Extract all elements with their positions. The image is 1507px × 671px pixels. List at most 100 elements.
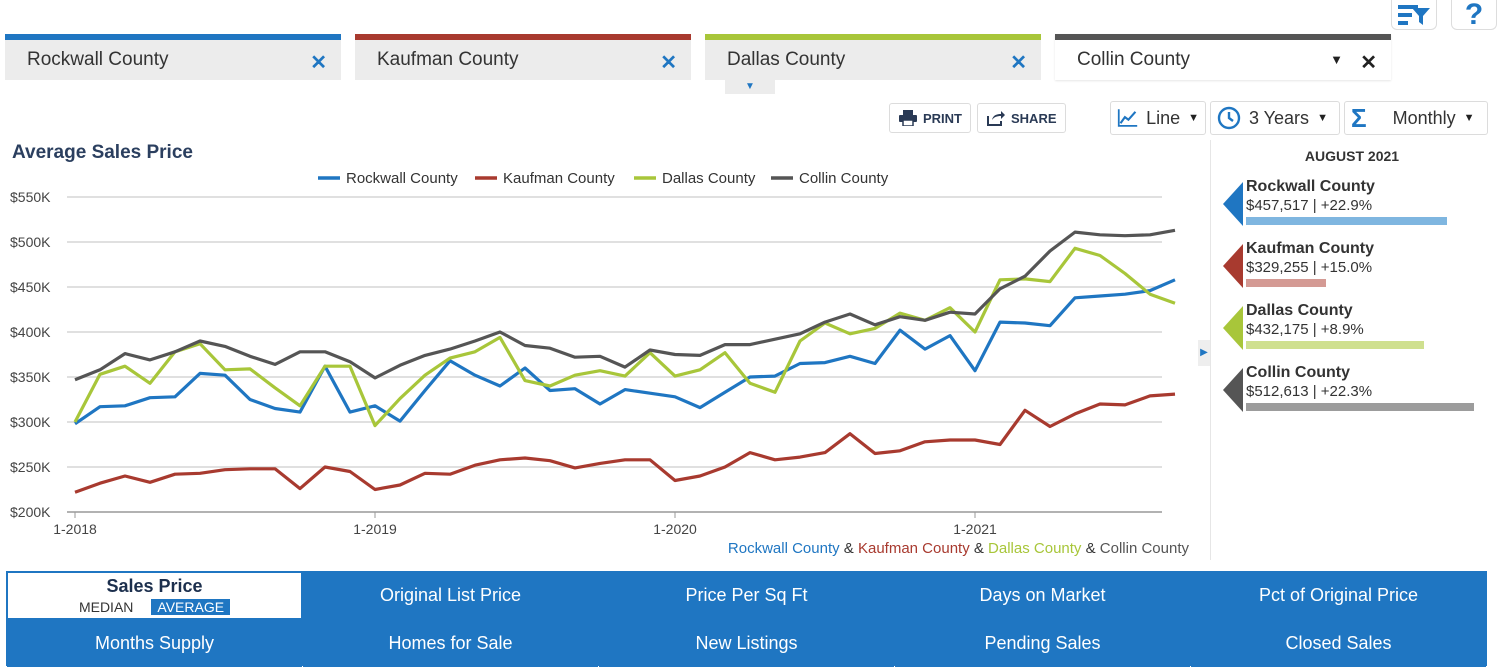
summary-value: $457,517 | +22.9%: [1246, 197, 1373, 214]
top-icons: ?: [1391, 0, 1497, 30]
marker-icon: [1223, 306, 1243, 350]
summary-name: Kaufman County: [1246, 240, 1374, 257]
series-line: [73, 246, 1176, 428]
chart-options: Line ▼ 3 Years ▼ Σ Monthly ▼: [1110, 101, 1488, 135]
credit-separator: &: [969, 540, 989, 557]
chart-type-select[interactable]: Line ▼: [1110, 101, 1206, 135]
expand-panel-button[interactable]: ▶: [1198, 340, 1210, 366]
legend-label: Kaufman County: [503, 170, 615, 187]
credit-rockwall: Rockwall County: [727, 540, 840, 557]
share-button[interactable]: SHARE: [977, 103, 1066, 133]
summary-name: Dallas County: [1246, 302, 1353, 319]
summary-value: $432,175 | +8.9%: [1246, 321, 1364, 338]
marker-icon: [1223, 244, 1243, 288]
tab-rockwall-county[interactable]: Rockwall County ✕: [5, 34, 341, 80]
x-tick-label: 1-2021: [953, 521, 997, 537]
credit-collin: Collin County: [1099, 540, 1189, 557]
chevron-down-icon[interactable]: ▼: [1330, 52, 1343, 67]
tab-dallas-county[interactable]: Dallas County ✕: [705, 34, 1041, 80]
summary-bar: [1246, 217, 1447, 225]
summary-bar: [1246, 341, 1424, 349]
y-tick-label: $300K: [10, 414, 51, 430]
metric-tabs: Sales Price MEDIAN AVERAGE Original List…: [6, 571, 1487, 667]
range-select[interactable]: 3 Years ▼: [1210, 101, 1340, 135]
series-line: [74, 392, 1176, 494]
line-chart: $200K $250K $300K $350K $400K $450K $500K $550K…: [10, 170, 1176, 537]
share-label: SHARE: [1011, 110, 1057, 126]
summary-item: Dallas County $432,175 | +8.9%: [1211, 302, 1493, 358]
y-tick-label: $500K: [10, 234, 51, 250]
metric-price-per-sq-ft[interactable]: Price Per Sq Ft: [599, 572, 894, 619]
credit-separator: &: [839, 540, 858, 557]
summary-item: Collin County $512,613 | +22.3%: [1211, 364, 1493, 420]
y-tick-label: $200K: [10, 504, 51, 520]
metric-original-list-price[interactable]: Original List Price: [303, 572, 598, 619]
print-label: PRINT: [923, 110, 962, 126]
chevron-down-icon: ▼: [1188, 112, 1199, 124]
legend-label: Dallas County: [662, 170, 756, 187]
close-icon[interactable]: ✕: [310, 52, 327, 74]
average-toggle[interactable]: AVERAGE: [151, 599, 231, 615]
chart-type-value: Line: [1146, 107, 1181, 128]
share-icon: [987, 111, 1005, 126]
chevron-down-icon: ▼: [1317, 112, 1328, 124]
help-icon[interactable]: ?: [1451, 0, 1497, 30]
marker-icon: [1223, 182, 1243, 226]
filter-icon[interactable]: [1391, 0, 1437, 30]
metric-homes-for-sale[interactable]: Homes for Sale: [303, 620, 598, 667]
metric-new-listings[interactable]: New Listings: [599, 620, 894, 667]
close-icon[interactable]: ✕: [660, 52, 677, 74]
print-button[interactable]: PRINT: [889, 103, 971, 133]
y-tick-label: $400K: [10, 324, 51, 340]
series-line: [74, 278, 1176, 426]
legend-label: Collin County: [799, 170, 889, 187]
metric-pending-sales[interactable]: Pending Sales: [895, 620, 1190, 667]
chart-credit: Rockwall County & Kaufman County & Dalla…: [728, 540, 1189, 557]
summary-bar: [1246, 403, 1474, 411]
line-chart-icon: [1117, 109, 1138, 127]
summary-item: Kaufman County $329,255 | +15.0%: [1211, 240, 1493, 296]
sigma-icon: Σ: [1351, 102, 1367, 133]
printer-icon: [899, 110, 917, 126]
interval-value: Monthly: [1392, 107, 1456, 128]
credit-kaufman: Kaufman County: [857, 540, 970, 557]
x-tick-label: 1-2020: [653, 521, 697, 537]
metric-pct-of-original-price[interactable]: Pct of Original Price: [1191, 572, 1486, 619]
y-tick-label: $550K: [10, 189, 51, 205]
metric-sales-price[interactable]: Sales Price MEDIAN AVERAGE: [7, 572, 302, 619]
close-icon[interactable]: ✕: [1360, 52, 1377, 74]
median-toggle[interactable]: MEDIAN: [78, 599, 134, 615]
y-tick-label: $450K: [10, 279, 51, 295]
chart-title: Average Sales Price: [12, 142, 193, 163]
summary-bar: [1246, 279, 1326, 287]
summary-name: Rockwall County: [1246, 178, 1375, 195]
credit-separator: &: [1081, 540, 1100, 557]
range-value: 3 Years: [1249, 107, 1310, 128]
metric-days-on-market[interactable]: Days on Market: [895, 572, 1190, 619]
collapse-tabs-button[interactable]: ▼: [725, 80, 775, 94]
tab-label: Kaufman County: [377, 49, 519, 70]
series-line: [74, 228, 1176, 382]
metric-months-supply[interactable]: Months Supply: [7, 620, 302, 667]
y-tick-label: $250K: [10, 459, 51, 475]
close-icon[interactable]: ✕: [1010, 52, 1027, 74]
tab-label: Rockwall County: [27, 49, 169, 70]
chart-toolbar: PRINT SHARE: [889, 103, 1066, 133]
tab-collin-county[interactable]: Collin County ▼ ✕: [1055, 34, 1391, 80]
y-tick-label: $350K: [10, 369, 51, 385]
summary-date: AUGUST 2021: [1304, 148, 1400, 164]
tab-kaufman-county[interactable]: Kaufman County ✕: [355, 34, 691, 80]
summary-item: Rockwall County $457,517 | +22.9%: [1211, 178, 1493, 234]
clock-icon: [1217, 106, 1241, 130]
summary-value: $329,255 | +15.0%: [1246, 259, 1373, 276]
metric-closed-sales[interactable]: Closed Sales: [1191, 620, 1486, 667]
x-tick-label: 1-2019: [353, 521, 397, 537]
legend-label: Rockwall County: [346, 170, 458, 187]
marker-icon: [1223, 368, 1243, 412]
summary-name: Collin County: [1246, 364, 1350, 381]
interval-select[interactable]: Σ Monthly ▼: [1344, 101, 1488, 135]
credit-dallas: Dallas County: [988, 540, 1082, 557]
x-tick-label: 1-2018: [53, 521, 97, 537]
summary-value: $512,613 | +22.3%: [1246, 383, 1373, 400]
county-tabs: Rockwall County ✕ Kaufman County ✕ Dalla…: [5, 34, 1391, 80]
